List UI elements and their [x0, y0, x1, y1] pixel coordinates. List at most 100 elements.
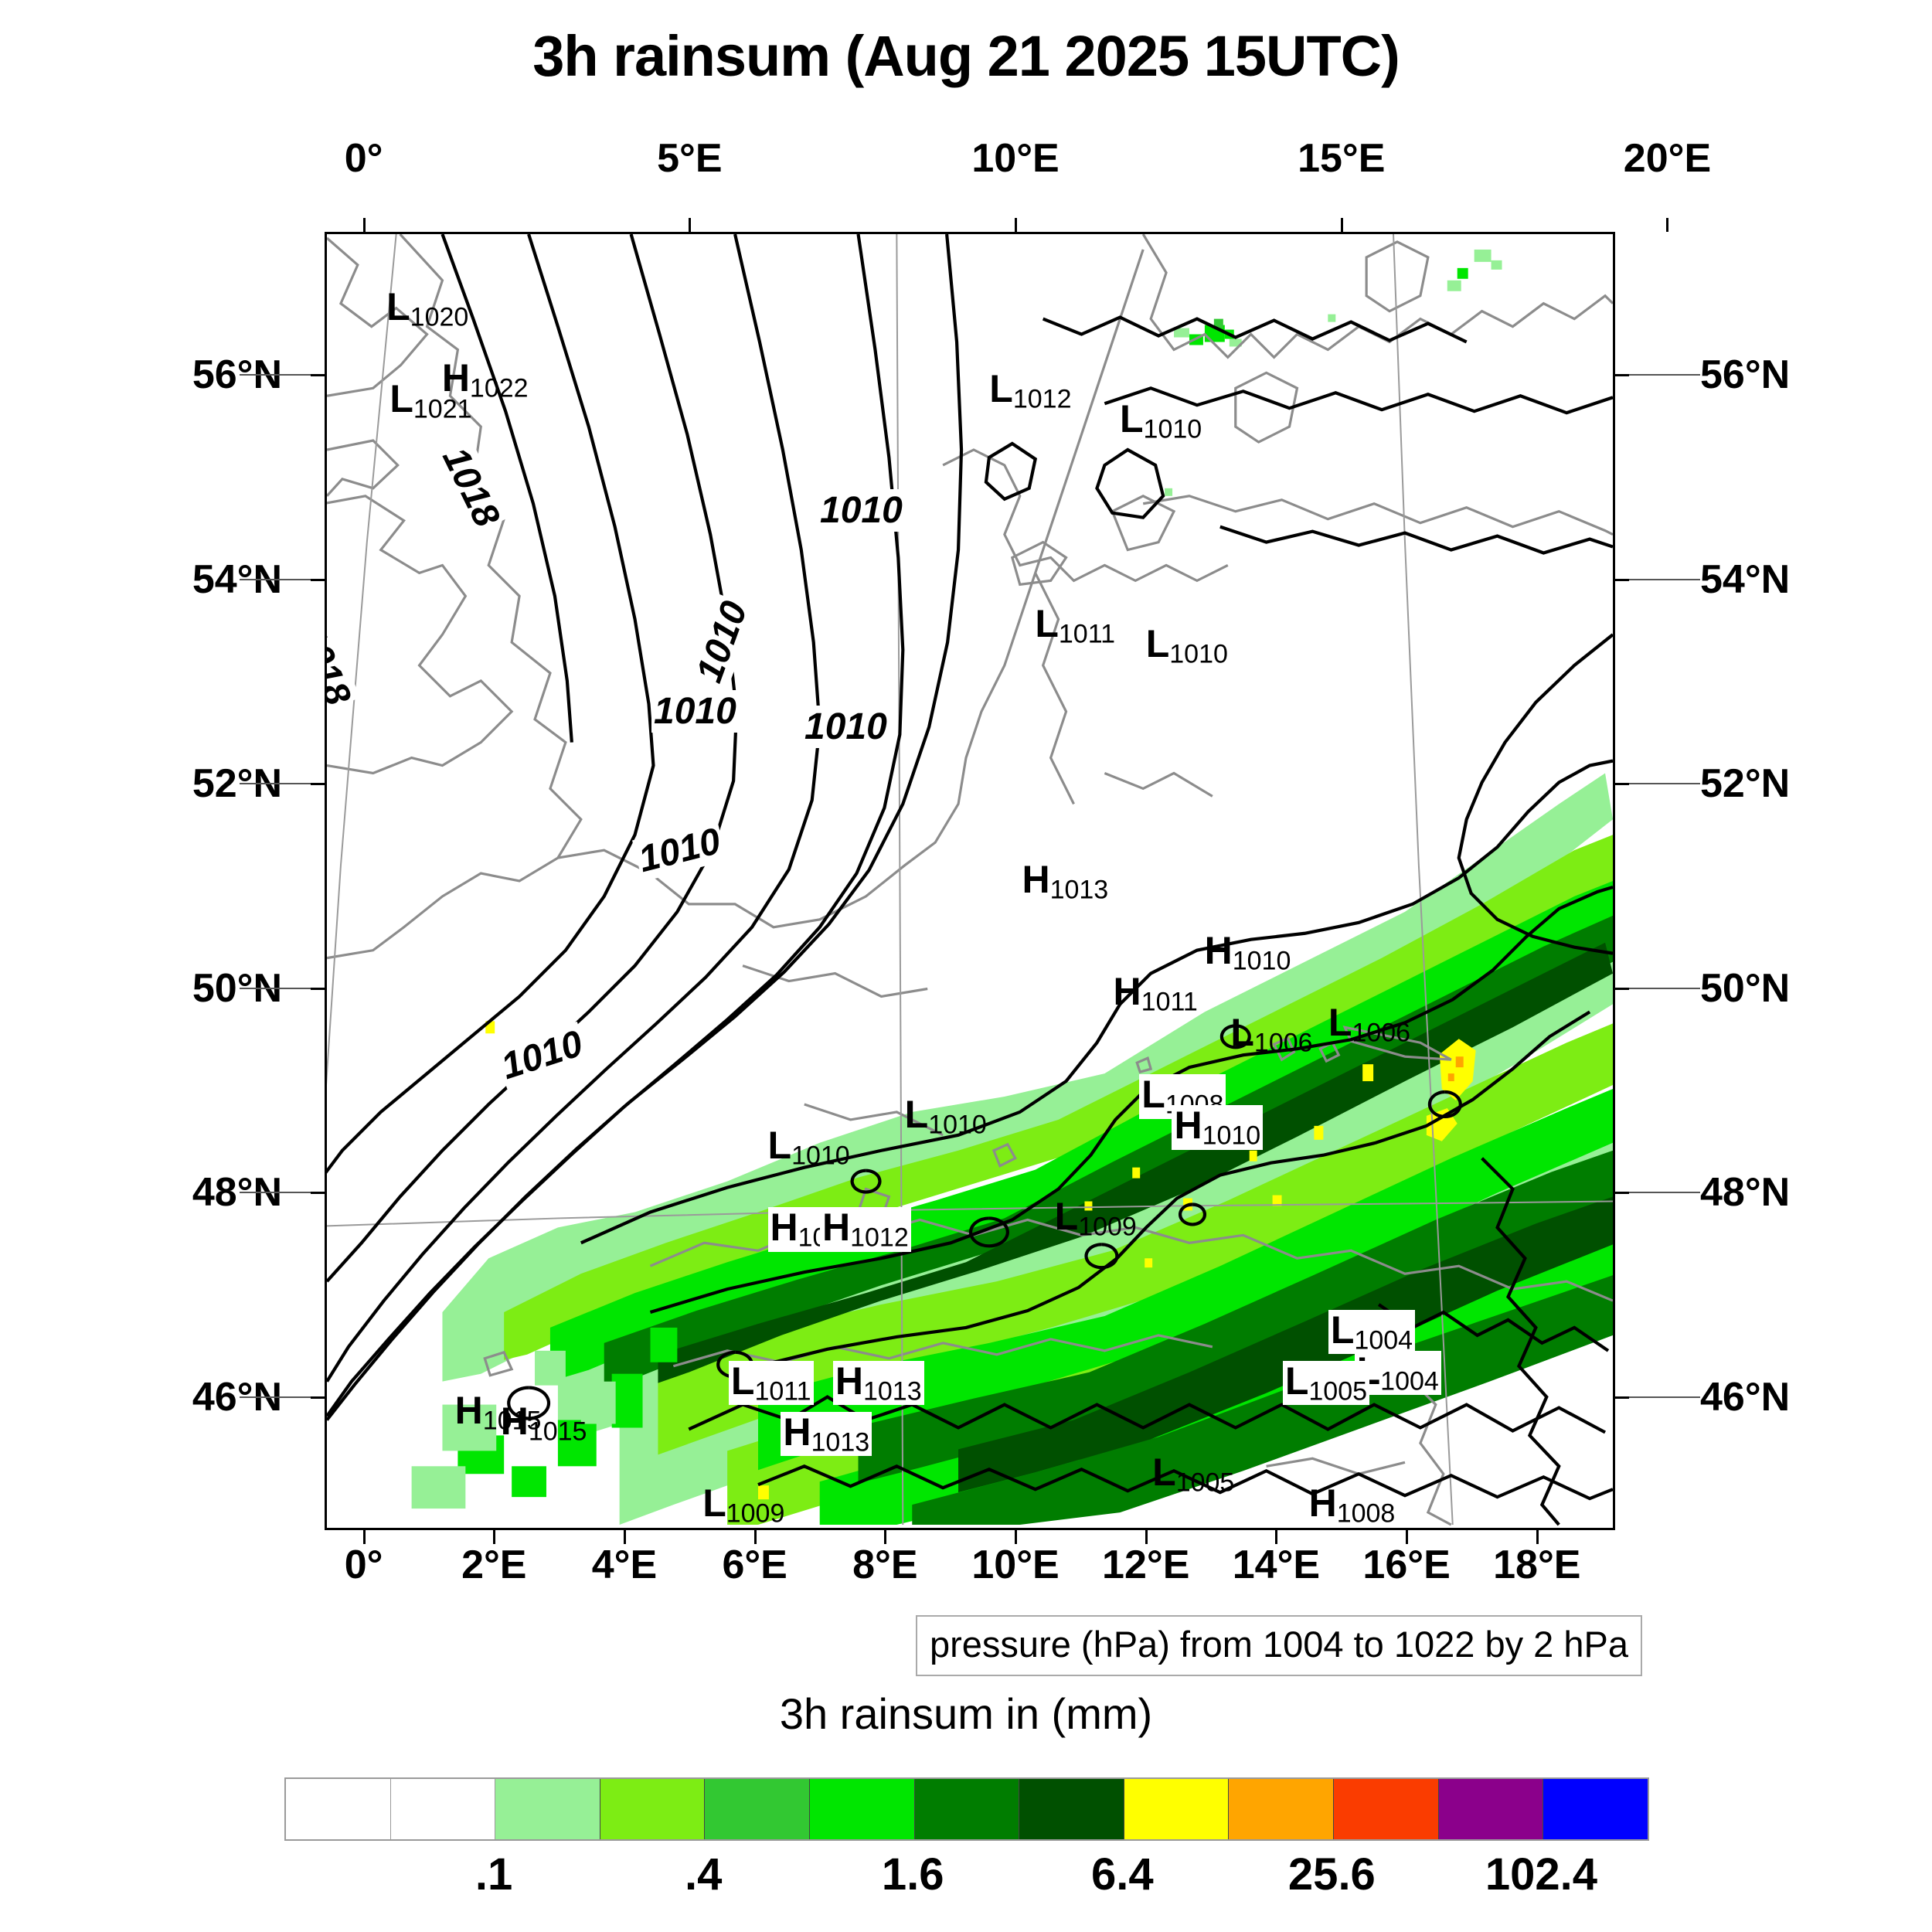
extremum-value: 1008: [1336, 1498, 1396, 1528]
axis-tick-left-1: [311, 578, 325, 581]
colorbar-tick-4: 25.6: [1287, 1849, 1376, 1900]
extremum-type: L: [1152, 1450, 1176, 1494]
axis-label-bottom-7: 14°E: [1232, 1543, 1321, 1587]
colorbar-cell-3[interactable]: [600, 1779, 706, 1839]
pressure-extremum-l-1009-28: L1009: [702, 1484, 784, 1526]
colorbar[interactable]: [284, 1777, 1649, 1841]
colorbar-cell-8[interactable]: [1124, 1779, 1230, 1839]
axis-tick-top-3: [1340, 218, 1343, 232]
axis-tick-bottom-7: [1275, 1530, 1278, 1544]
extremum-type: L: [730, 1359, 755, 1403]
pressure-extremum-l-1004-19: L1004: [1328, 1309, 1416, 1355]
axis-tick-left-3: [311, 987, 325, 990]
axis-tick-top-2: [1015, 218, 1018, 232]
axis-label-bottom-1: 2°E: [461, 1543, 527, 1587]
pressure-extremum-l-1009-18: L1009: [1055, 1197, 1137, 1240]
pressure-contours: [327, 234, 1613, 1526]
axis-tick-left-0: [311, 374, 325, 377]
colorbar-cell-1[interactable]: [390, 1779, 496, 1839]
axis-label-bottom-5: 10°E: [971, 1543, 1060, 1587]
extremum-value: 1004: [1354, 1325, 1413, 1355]
axis-leadline-left-0: [240, 374, 311, 376]
extremum-value: 1010: [791, 1141, 850, 1171]
axis-label-right-4: 48°N: [1700, 1170, 1791, 1216]
axis-tick-bottom-1: [493, 1530, 496, 1544]
colorbar-cell-11[interactable]: [1438, 1779, 1544, 1839]
colorbar-tick-5: 102.4: [1485, 1849, 1598, 1900]
axis-label-bottom-6: 12°E: [1102, 1543, 1190, 1587]
colorbar-tick-1: .4: [684, 1849, 723, 1900]
axis-tick-right-1: [1615, 578, 1629, 581]
pressure-extremum-l-1005-27: L1005: [1152, 1453, 1234, 1495]
extremum-type: L: [1141, 1073, 1165, 1117]
pressure-extremum-h-1013-26: H1013: [781, 1410, 872, 1457]
axis-leadline-right-4: [1629, 1192, 1700, 1194]
extremum-type: L: [1230, 1011, 1254, 1055]
extremum-type: H: [441, 356, 470, 400]
extremum-value: 1011: [754, 1376, 811, 1406]
axis-label-top-0: 0°: [344, 136, 383, 181]
extremum-type: H: [454, 1389, 483, 1433]
extremum-type: L: [702, 1481, 726, 1525]
axis-leadline-left-3: [240, 987, 311, 989]
pressure-extremum-l-1021-2: L1021: [389, 379, 471, 422]
axis-label-top-4: 20°E: [1623, 136, 1712, 181]
extremum-value: 1010: [928, 1110, 987, 1140]
axis-tick-bottom-2: [623, 1530, 626, 1544]
pressure-legend-text: pressure (hPa) from 1004 to 1022 by 2 hP…: [930, 1624, 1628, 1665]
extremum-value: 1012: [1012, 384, 1072, 414]
axis-tick-left-5: [311, 1396, 325, 1400]
map-canvas: [327, 234, 1613, 1526]
pressure-extremum-l-1010-4: L1010: [1120, 400, 1202, 442]
colorbar-tick-0: .1: [474, 1849, 513, 1900]
colorbar-cell-2[interactable]: [495, 1779, 600, 1839]
contour-label-1010-b: 1010: [802, 706, 889, 748]
pressure-extremum-h-1008-29: H1008: [1309, 1484, 1396, 1526]
extremum-value: 1022: [469, 373, 529, 403]
pressure-extremum-h-1011-9: H1011: [1114, 972, 1198, 1015]
axis-label-top-3: 15°E: [1298, 136, 1386, 181]
pressure-extremum-h-1010-8: H1010: [1205, 931, 1291, 974]
colorbar-cell-0[interactable]: [286, 1779, 391, 1839]
axis-label-bottom-8: 16°E: [1362, 1543, 1451, 1587]
extremum-type: L: [904, 1092, 929, 1136]
colorbar-cell-9[interactable]: [1229, 1779, 1335, 1839]
colorbar-cell-4[interactable]: [705, 1779, 811, 1839]
axis-label-bottom-9: 18°E: [1493, 1543, 1581, 1587]
extremum-value: 1004: [1380, 1366, 1439, 1396]
axis-leadline-right-2: [1629, 783, 1700, 785]
axis-leadline-left-5: [240, 1396, 311, 1399]
extremum-type: L: [1284, 1359, 1309, 1403]
axis-tick-left-2: [311, 783, 325, 786]
colorbar-cell-6[interactable]: [914, 1779, 1020, 1839]
pressure-extremum-h-1022-1: H1022: [442, 359, 529, 401]
extremum-type: L: [386, 284, 410, 328]
extremum-type: H: [783, 1410, 811, 1454]
axis-label-bottom-4: 8°E: [852, 1543, 918, 1587]
pressure-extremum-h-1013-25: H1013: [832, 1360, 924, 1406]
colorbar-cell-5[interactable]: [810, 1779, 915, 1839]
axis-label-right-5: 46°N: [1700, 1375, 1791, 1420]
colorbar-cell-12[interactable]: [1543, 1779, 1648, 1839]
pressure-extremum-h-1010-13: H1010: [1172, 1105, 1264, 1150]
extremum-type: L: [1054, 1195, 1079, 1239]
axis-tick-bottom-5: [1015, 1530, 1018, 1544]
axis-label-right-2: 52°N: [1700, 761, 1791, 807]
map-plot-area[interactable]: 1018 1018 1010 1010 1010 1010 1010 1010: [325, 232, 1615, 1530]
axis-tick-right-3: [1615, 987, 1629, 990]
colorbar-caption: 3h rainsum in (mm): [779, 1689, 1153, 1738]
axis-tick-top-1: [689, 218, 692, 232]
extremum-type: L: [767, 1123, 792, 1167]
axis-tick-top-4: [1666, 218, 1669, 232]
extremum-type: H: [770, 1206, 798, 1250]
pressure-extremum-l-1006-11: L1006: [1328, 1003, 1410, 1046]
axis-tick-bottom-8: [1406, 1530, 1409, 1544]
extremum-type: H: [822, 1206, 851, 1250]
pressure-extremum-l-1011-5: L1011: [1035, 604, 1115, 647]
axis-leadline-right-5: [1629, 1396, 1700, 1399]
extremum-value: 1011: [1058, 619, 1115, 649]
extremum-type: H: [1113, 970, 1141, 1014]
colorbar-cell-10[interactable]: [1334, 1779, 1439, 1839]
axis-leadline-right-3: [1629, 987, 1700, 989]
colorbar-cell-7[interactable]: [1019, 1779, 1124, 1839]
